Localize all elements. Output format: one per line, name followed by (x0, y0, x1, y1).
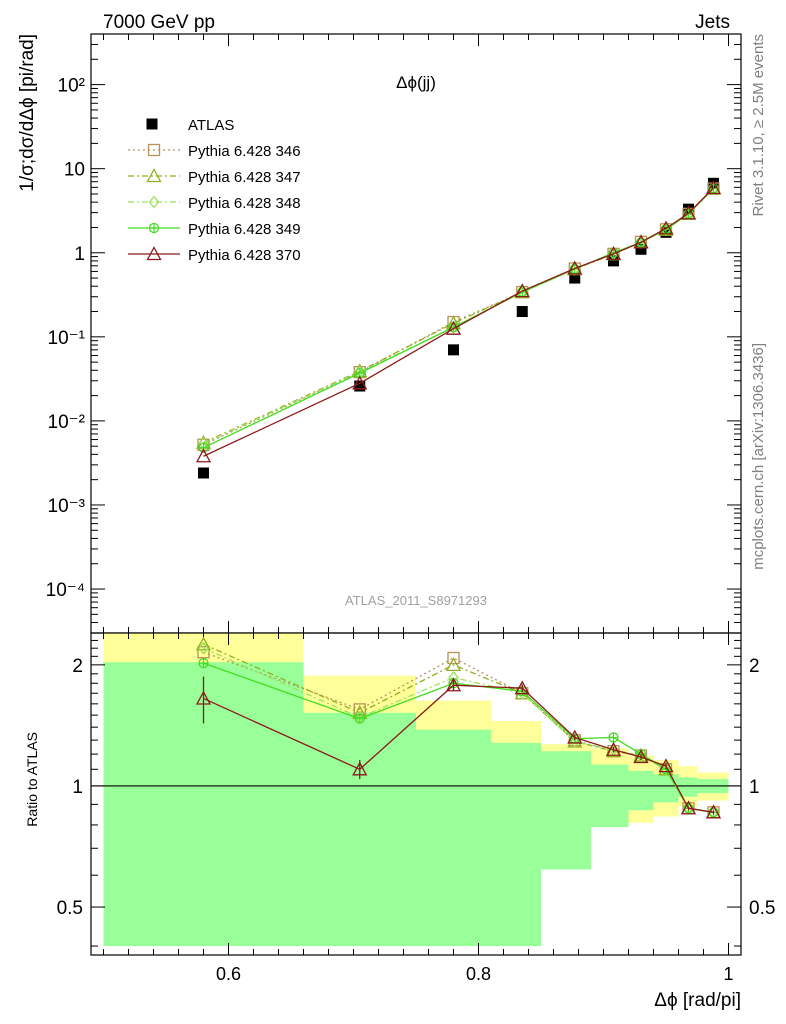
data-point (569, 272, 581, 284)
y-tick-label: 10⁻² (48, 412, 86, 433)
header-right: Jets (695, 12, 730, 33)
data-point (352, 375, 368, 390)
data-point (514, 283, 530, 298)
legend-entry: Pythia 6.428 347 (128, 168, 301, 186)
legend-entry: Pythia 6.428 370 (128, 246, 301, 264)
y-tick-label: 10² (58, 76, 85, 97)
x-tick-label: 0.8 (466, 964, 491, 984)
data-point (195, 690, 212, 705)
analysis-id: ATLAS_2011_S8971293 (345, 593, 487, 608)
series-line (203, 662, 714, 813)
data-point (445, 656, 462, 672)
uncertainty-band-inner (491, 742, 541, 947)
legend-label: Pythia 6.428 346 (188, 143, 301, 160)
ratio-panel: 0.6 0.8 1 0.5 0.5 1 1 2 2 (57, 632, 775, 984)
data-point (146, 168, 162, 183)
data-point (605, 741, 622, 756)
main-plot-title: Δϕ(jj) (396, 73, 436, 92)
legend-label: ATLAS (188, 117, 234, 134)
data-point (635, 243, 647, 255)
data-point (633, 749, 649, 764)
uncertainty-band-inner (416, 729, 491, 947)
data-point (516, 306, 528, 318)
rivet-label: Rivet 3.1.10, ≥ 2.5M events (750, 34, 767, 217)
y-tick-label-right: 0.5 (749, 898, 775, 919)
y-tick-label: 2 (72, 656, 83, 677)
uncertainty-band-inner (541, 751, 591, 870)
data-point (445, 320, 462, 335)
y-tick-label: 10⁻³ (48, 496, 86, 517)
header-left: 7000 GeV pp (103, 12, 215, 33)
data-point (146, 118, 158, 130)
data-point (569, 734, 581, 748)
y-tick-label: 10⁻⁴ (46, 580, 85, 601)
data-point (658, 758, 674, 773)
data-point (567, 729, 583, 744)
x-tick-label: 1 (723, 964, 733, 984)
data-point (352, 761, 368, 776)
series-pythia-6-428-370 (195, 676, 722, 819)
data-point (608, 255, 619, 267)
y-tick-label: 0.5 (57, 898, 83, 919)
ratio-x-axis-label: Δϕ [rad/pi] (654, 990, 741, 1011)
data-point (354, 380, 366, 392)
data-point (198, 467, 209, 479)
data-point (608, 732, 619, 743)
data-point (354, 713, 365, 724)
y-tick-label: 1 (72, 777, 83, 798)
uncertainty-band-inner (628, 770, 654, 811)
data-point (448, 344, 459, 356)
data-point (198, 657, 209, 669)
main-y-axis-label: 1/σ;dσ/dΔϕ [pi/rad] (17, 34, 38, 192)
ratio-frame (90, 632, 742, 956)
data-point (197, 646, 210, 659)
data-point (633, 234, 649, 249)
data-point (605, 246, 622, 261)
legend-entry: Pythia 6.428 346 (128, 143, 301, 160)
data-point (146, 246, 162, 261)
y-tick-label-right: 1 (749, 777, 760, 798)
legend-entry: Pythia 6.428 348 (128, 195, 301, 212)
legend-entry: ATLAS (146, 117, 234, 134)
data-point (567, 260, 583, 275)
data-point (148, 222, 160, 234)
data-point (198, 641, 209, 655)
data-point (195, 636, 212, 651)
uncertainty-band-inner (591, 764, 629, 828)
x-tick-label: 0.6 (216, 964, 241, 984)
series-line (203, 684, 714, 813)
mcplots-label: mcplots.cern.ch [arXiv:1306.3436] (750, 343, 767, 570)
legend-label: Pythia 6.428 349 (188, 221, 301, 238)
data-point (680, 800, 697, 815)
legend-entry: Pythia 6.428 349 (128, 221, 301, 238)
uncertainty-band-inner (653, 774, 679, 803)
data-point (148, 195, 160, 209)
data-point (195, 448, 212, 463)
y-tick-label: 10 (64, 160, 85, 181)
uncertainty-band-inner (678, 777, 698, 797)
data-point (147, 143, 161, 157)
data-point (514, 680, 530, 695)
y-tick-label: 1 (74, 244, 85, 265)
data-point (658, 220, 674, 235)
y-tick-label: 10⁻¹ (48, 328, 86, 349)
series-line (203, 187, 714, 457)
data-point (705, 180, 722, 195)
legend: ATLAS Pythia 6.428 346 Pythia 6.428 347 Pyt… (128, 117, 301, 264)
legend-label: Pythia 6.428 348 (188, 195, 301, 212)
main-panel: 10⁻⁴ 10⁻³ 10⁻² 10⁻¹ 1 10 10² (46, 33, 742, 634)
y-tick-label-right: 2 (749, 656, 760, 677)
data-point (705, 804, 722, 819)
legend-label: Pythia 6.428 347 (188, 169, 301, 186)
legend-label: Pythia 6.428 370 (188, 247, 301, 264)
series-pythia-6-428-370 (195, 180, 722, 463)
data-point (680, 205, 697, 220)
uncertainty-band-inner (303, 712, 416, 947)
data-point (445, 677, 462, 692)
data-point (447, 651, 460, 665)
ratio-y-axis-label: Ratio to ATLAS (24, 732, 40, 827)
